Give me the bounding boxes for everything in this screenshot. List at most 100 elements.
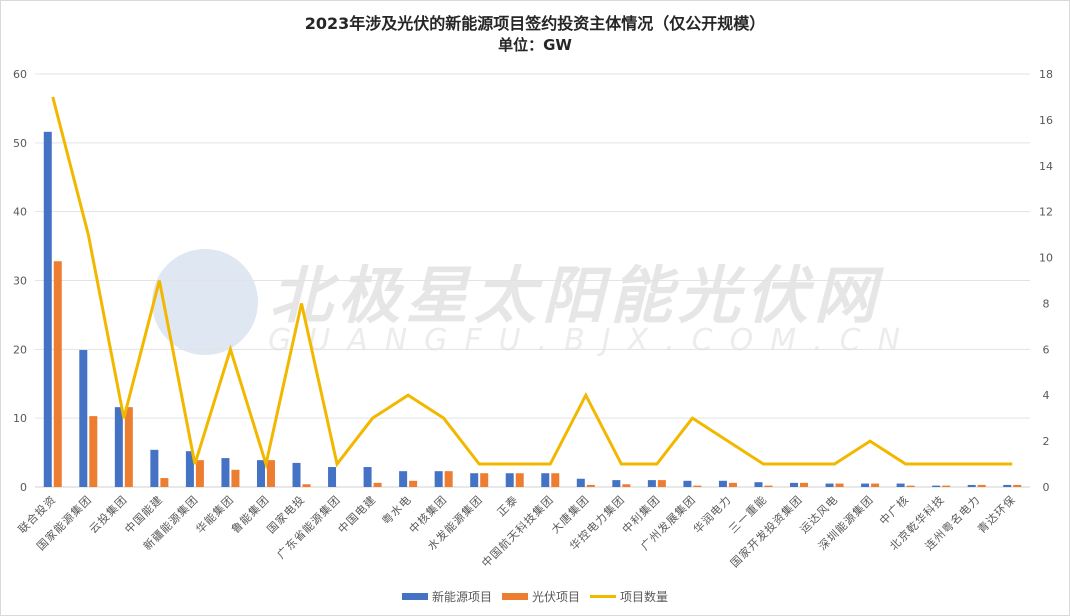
bar	[363, 467, 372, 487]
bar	[470, 473, 479, 487]
y2-tick-label: 14	[1039, 160, 1053, 173]
category-labels: 联合投资国家能源集团云投集团中国能建新疆能源集团华能集团鲁能集团国家电投广东省能…	[15, 492, 1018, 570]
bar	[292, 462, 301, 487]
bar	[328, 467, 337, 487]
bar	[647, 480, 656, 487]
bar	[480, 473, 489, 487]
legend-label: 新能源项目	[431, 590, 492, 604]
bar	[231, 469, 240, 487]
bar	[373, 482, 382, 487]
bar	[221, 458, 230, 487]
y2-tick-label: 12	[1039, 206, 1053, 219]
y2-tick-label: 0	[1043, 481, 1050, 494]
y-tick-label: 30	[13, 275, 27, 288]
bar	[43, 131, 52, 487]
gridlines	[35, 73, 1030, 488]
bar	[302, 484, 311, 487]
bar	[1003, 484, 1012, 487]
bar	[800, 482, 809, 487]
bar	[835, 483, 844, 487]
bar	[693, 485, 702, 487]
y2-tick-label: 16	[1039, 114, 1053, 127]
chart-title: 2023年涉及光伏的新能源项目签约投资主体情况（仅公开规模）	[304, 14, 766, 33]
x-tick-label: 青达环保	[975, 492, 1019, 536]
legend-line-swatch-icon	[590, 595, 616, 598]
y-tick-label: 60	[13, 68, 27, 81]
legend-item: 新能源项目	[401, 588, 492, 605]
y-tick-label: 50	[13, 137, 27, 150]
x-tick-label: 正泰	[494, 492, 521, 519]
bar	[657, 480, 666, 487]
bar	[195, 460, 204, 487]
x-tick-label: 华润电力	[690, 492, 734, 536]
y-tick-label: 20	[13, 343, 27, 356]
bar	[906, 485, 915, 487]
watermark-cn: 北极星太阳能光伏网	[270, 259, 885, 332]
bar	[764, 485, 773, 487]
bar	[576, 478, 585, 487]
bar	[399, 471, 408, 487]
bar	[256, 460, 265, 487]
x-tick-label: 云投集团	[86, 492, 130, 536]
legend-item: 光伏项目	[501, 588, 580, 605]
x-tick-label: 华能集团	[193, 492, 237, 536]
bar	[541, 473, 550, 487]
bar	[551, 473, 560, 487]
bar	[444, 471, 453, 487]
bar	[932, 485, 941, 487]
bar	[79, 350, 88, 487]
bar	[977, 484, 986, 487]
bar	[896, 483, 905, 487]
bar	[754, 482, 763, 487]
bar	[185, 451, 194, 487]
right-axis-ticks: 0 2 4 6 8 10 12 14 16 18	[1039, 68, 1053, 494]
bar	[89, 416, 98, 487]
y2-tick-label: 6	[1043, 343, 1050, 356]
left-axis-ticks: 0 10 20 30 40 50 60	[13, 68, 27, 494]
y2-tick-label: 8	[1043, 297, 1050, 310]
bar	[861, 483, 870, 487]
legend-label: 项目数量	[620, 590, 669, 604]
y2-tick-label: 18	[1039, 68, 1053, 81]
bar	[266, 460, 275, 487]
x-tick-label: 粤水电	[379, 492, 414, 527]
bar	[114, 407, 123, 487]
bar-series	[43, 131, 1022, 487]
x-tick-label: 广东省能源集团	[274, 492, 343, 561]
bar	[871, 483, 880, 487]
bar	[728, 482, 737, 487]
x-tick-label: 中广核	[876, 492, 911, 527]
line-project-count	[51, 96, 1013, 470]
legend-item: 项目数量	[590, 588, 668, 605]
bar	[718, 480, 727, 487]
bar	[150, 449, 159, 487]
legend-label: 光伏项目	[531, 590, 580, 604]
bar	[124, 407, 133, 487]
bar	[942, 485, 951, 487]
y2-tick-label: 10	[1039, 252, 1053, 265]
bar	[683, 480, 692, 487]
y-tick-label: 10	[13, 412, 27, 425]
legend-bar-swatch-icon	[401, 593, 428, 600]
bar	[967, 484, 976, 487]
bar	[622, 484, 631, 487]
bar	[160, 478, 169, 487]
bar	[612, 480, 621, 487]
y2-tick-label: 4	[1043, 389, 1050, 402]
chart-subtitle: 单位：GW	[498, 36, 572, 54]
y2-tick-label: 2	[1043, 435, 1050, 448]
y-tick-label: 40	[13, 206, 27, 219]
x-tick-label: 中国电建	[335, 492, 379, 536]
bar	[409, 480, 418, 487]
line-series	[51, 96, 1013, 470]
watermark-en: GUANGFU.BJX.COM.CN	[268, 323, 917, 358]
bar	[515, 473, 524, 487]
bar	[434, 471, 443, 487]
legend-bar-swatch-icon	[501, 593, 528, 600]
bar	[586, 484, 595, 487]
bar	[53, 261, 62, 487]
watermark-logo-icon	[152, 249, 258, 355]
y-tick-label: 0	[20, 481, 27, 494]
